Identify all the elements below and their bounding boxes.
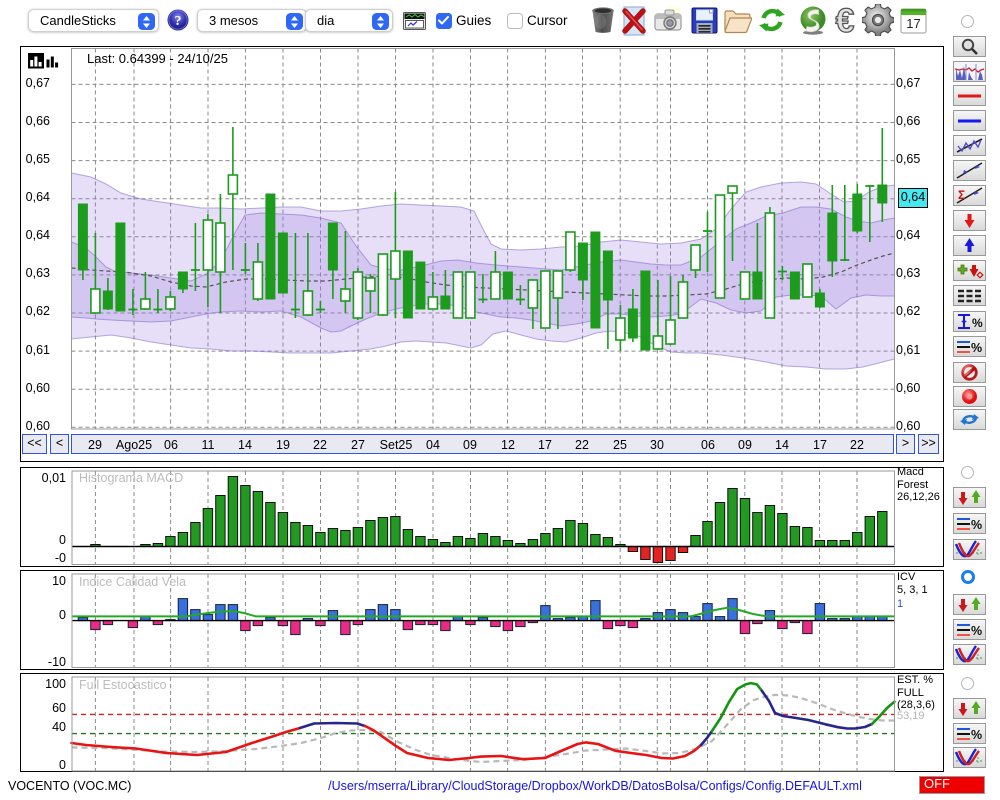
svg-text:€: € — [836, 6, 855, 36]
svg-text:%: % — [971, 728, 982, 742]
svg-text:%: % — [971, 341, 982, 355]
svg-text:%: % — [971, 624, 982, 638]
svg-text:17: 17 — [906, 16, 920, 31]
svg-text:%: % — [971, 518, 982, 532]
svg-text:?: ? — [175, 14, 182, 29]
svg-text:Σ: Σ — [958, 188, 965, 202]
svg-text:%: % — [972, 316, 983, 330]
